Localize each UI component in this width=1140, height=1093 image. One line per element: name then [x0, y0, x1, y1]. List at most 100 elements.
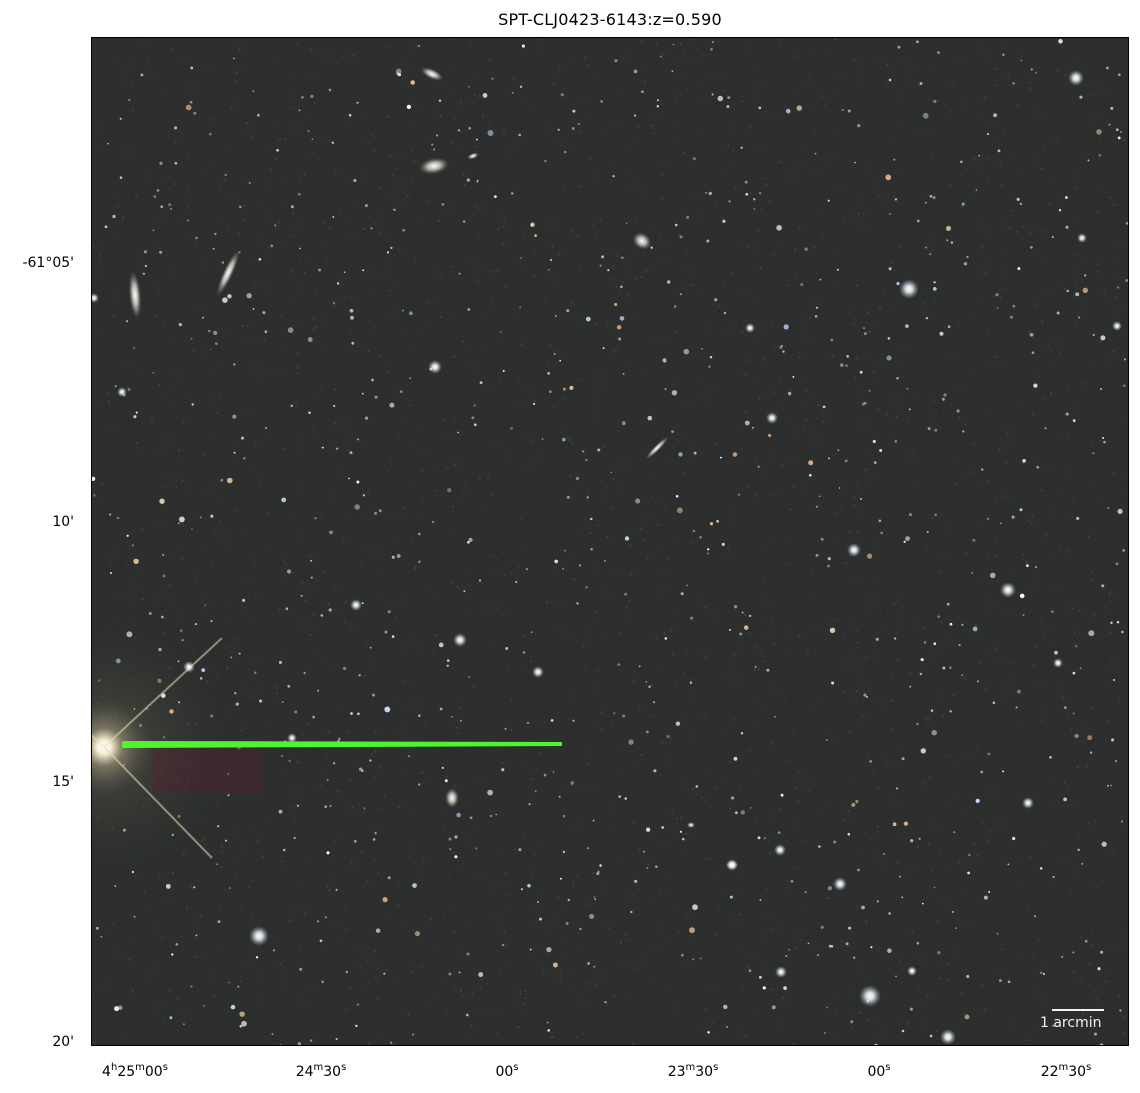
- faint-star: [620, 285, 623, 289]
- faint-star: [356, 1003, 359, 1006]
- faint-star: [955, 927, 958, 930]
- faint-star: [195, 236, 198, 240]
- faint-star: [785, 108, 791, 114]
- faint-star: [259, 699, 263, 703]
- faint-star: [182, 1023, 185, 1026]
- faint-star: [930, 709, 934, 712]
- faint-star: [221, 261, 225, 264]
- faint-star: [92, 476, 96, 481]
- faint-star: [378, 509, 382, 513]
- faint-star: [431, 143, 434, 146]
- faint-star: [1115, 562, 1119, 566]
- faint-star: [1051, 236, 1054, 239]
- faint-star: [527, 721, 529, 724]
- faint-star: [840, 363, 844, 367]
- faint-star: [159, 161, 163, 166]
- faint-star: [372, 838, 376, 841]
- faint-star: [732, 452, 738, 457]
- faint-star: [300, 594, 303, 597]
- faint-star: [575, 476, 579, 481]
- faint-star: [992, 701, 996, 704]
- star: [899, 279, 919, 299]
- faint-star: [131, 544, 134, 547]
- faint-star: [861, 905, 865, 910]
- faint-star: [1042, 972, 1046, 976]
- faint-star: [168, 203, 172, 207]
- faint-star: [927, 427, 931, 431]
- faint-star: [763, 837, 766, 840]
- faint-star: [975, 798, 980, 803]
- faint-star: [230, 656, 233, 659]
- faint-star: [869, 760, 873, 763]
- faint-star: [613, 712, 616, 715]
- faint-star: [487, 789, 493, 796]
- faint-star: [361, 602, 364, 604]
- faint-star: [210, 514, 214, 518]
- faint-star: [964, 1014, 970, 1020]
- faint-star: [502, 369, 505, 372]
- faint-star: [160, 615, 164, 619]
- faint-star: [222, 297, 228, 303]
- faint-star: [860, 498, 862, 500]
- faint-star: [153, 195, 157, 198]
- faint-star: [253, 671, 257, 675]
- faint-star: [1036, 465, 1040, 469]
- faint-star: [889, 213, 891, 215]
- faint-star: [1051, 610, 1054, 613]
- faint-star: [293, 836, 296, 839]
- faint-star: [604, 1001, 607, 1004]
- faint-star: [933, 642, 937, 646]
- faint-star: [585, 458, 588, 462]
- star: [745, 323, 755, 333]
- faint-star: [533, 402, 536, 406]
- faint-star: [612, 174, 615, 178]
- faint-star: [93, 494, 96, 497]
- faint-star: [678, 452, 683, 457]
- faint-star: [348, 477, 350, 480]
- faint-star: [125, 320, 129, 323]
- faint-star: [829, 627, 836, 634]
- faint-star: [894, 439, 898, 443]
- faint-star: [564, 150, 567, 154]
- faint-star: [589, 913, 595, 920]
- faint-star: [478, 972, 484, 978]
- faint-star: [1044, 427, 1047, 430]
- faint-star: [1117, 73, 1121, 77]
- faint-star: [566, 495, 570, 499]
- faint-star: [567, 898, 571, 902]
- faint-star: [417, 532, 421, 536]
- faint-star: [1102, 437, 1104, 439]
- faint-star: [1112, 678, 1116, 682]
- faint-star: [988, 890, 991, 893]
- faint-star: [152, 371, 155, 374]
- faint-star: [228, 887, 231, 889]
- faint-star: [336, 282, 340, 285]
- faint-star: [100, 935, 103, 938]
- faint-star: [1076, 516, 1080, 520]
- faint-star: [739, 632, 743, 636]
- faint-star: [335, 888, 338, 892]
- faint-star: [656, 105, 659, 108]
- faint-star: [479, 381, 483, 385]
- faint-star: [195, 934, 198, 937]
- faint-star: [552, 770, 555, 773]
- faint-star: [468, 126, 472, 130]
- faint-star: [920, 658, 924, 662]
- faint-star: [135, 411, 138, 414]
- faint-star: [174, 161, 178, 165]
- faint-star: [552, 962, 558, 968]
- faint-star: [1099, 1043, 1104, 1045]
- faint-star: [933, 281, 936, 284]
- faint-star: [178, 323, 182, 327]
- faint-star: [916, 722, 919, 726]
- faint-star: [740, 810, 745, 815]
- faint-star: [721, 542, 725, 546]
- faint-star: [448, 837, 452, 841]
- faint-star: [547, 371, 550, 375]
- faint-star: [162, 574, 166, 578]
- faint-star: [689, 927, 695, 934]
- faint-star: [241, 1020, 247, 1027]
- faint-star: [1020, 59, 1023, 62]
- faint-star: [1100, 335, 1106, 341]
- faint-star: [895, 975, 897, 978]
